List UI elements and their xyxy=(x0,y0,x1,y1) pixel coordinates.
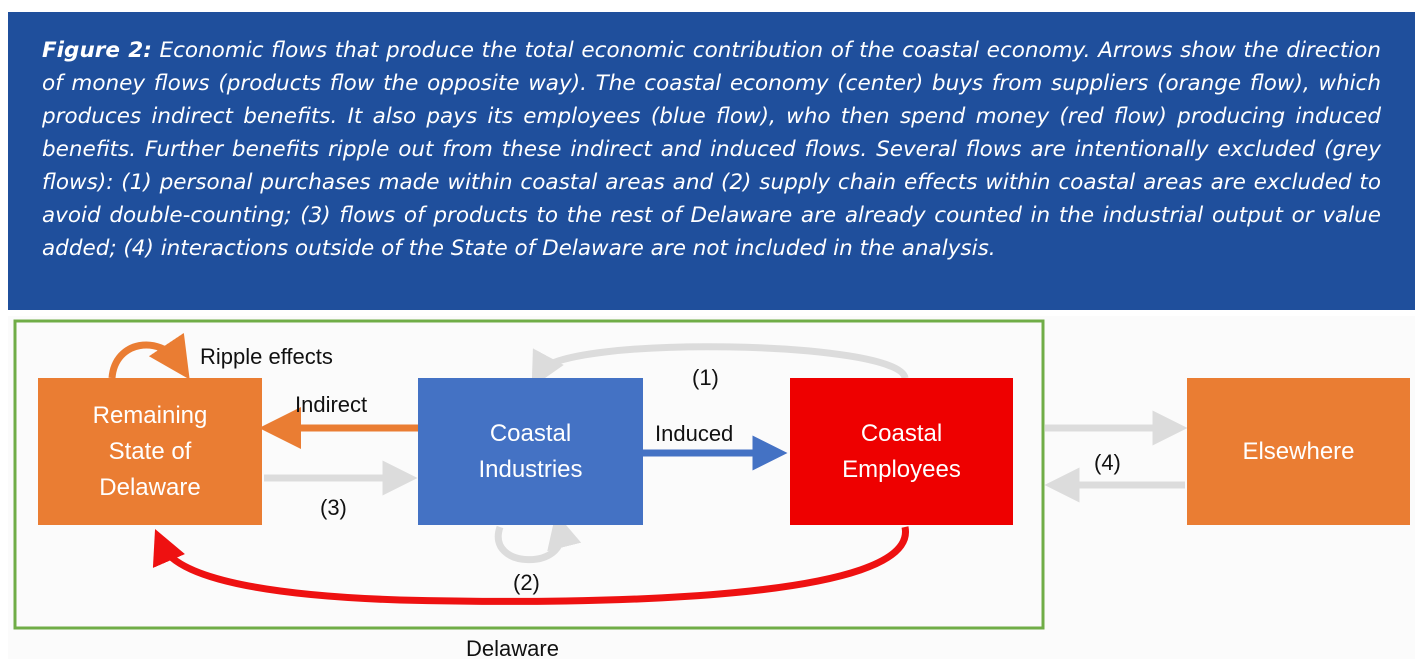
ripple-arrow xyxy=(108,332,190,380)
induced-label: Induced xyxy=(655,421,733,446)
spending-arrow xyxy=(152,526,909,605)
flow-3-label: (3) xyxy=(320,495,347,520)
delaware-boundary xyxy=(13,319,1045,630)
node-label-line: Delaware xyxy=(99,473,201,501)
node-label-line: Industries xyxy=(478,455,583,483)
caption-text: Economic flows that produce the total ec… xyxy=(42,38,1381,261)
node-label-line: Remaining xyxy=(92,401,208,429)
node-label-line: Coastal xyxy=(489,419,572,447)
indirect-label: Indirect xyxy=(295,392,367,417)
node-label-line: Elsewhere xyxy=(1242,437,1355,465)
flow-2-label: (2) xyxy=(513,570,540,595)
node-label-line: Coastal xyxy=(860,419,943,447)
flow-1-arrow xyxy=(531,343,909,388)
node-label-line: State of xyxy=(108,437,192,465)
caption: Figure 2: Economic flows that produce th… xyxy=(8,12,1415,310)
node-remaining-delaware: Remaining State of Delaware xyxy=(38,378,262,525)
flow-4-label: (4) xyxy=(1094,450,1121,475)
flow-2-arrow xyxy=(494,513,582,564)
node-coastal-employees: Coastal Employees xyxy=(790,378,1013,525)
node-elsewhere: Elsewhere xyxy=(1187,378,1410,525)
ripple-label: Ripple effects xyxy=(200,344,333,369)
caption-label: Figure 2: xyxy=(42,38,152,63)
flow-1-label: (1) xyxy=(692,365,719,390)
node-label-line: Employees xyxy=(842,455,961,483)
node-coastal-industries: Coastal Industries xyxy=(418,378,643,525)
region-label: Delaware xyxy=(466,636,559,659)
